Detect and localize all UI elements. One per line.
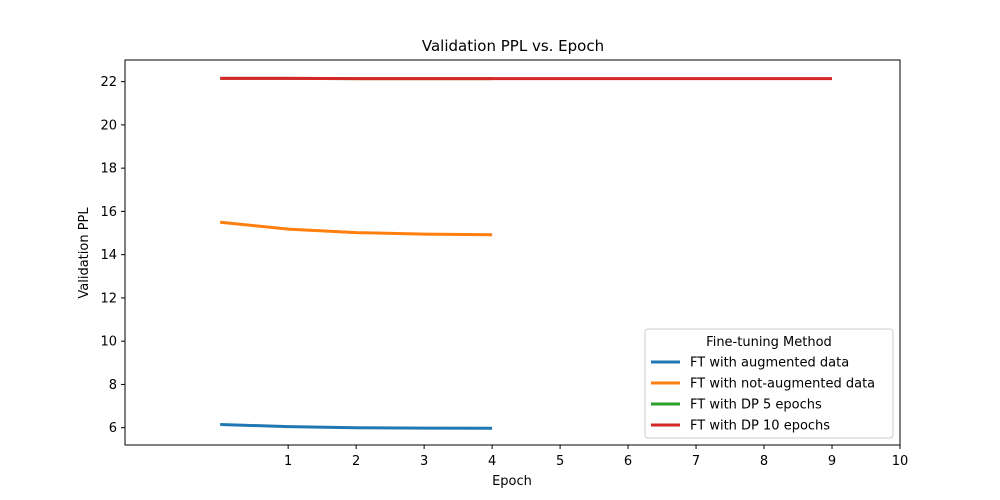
y-tick-label: 18	[100, 162, 117, 177]
legend-label-1: FT with augmented data	[690, 356, 849, 371]
y-tick-label: 12	[100, 291, 117, 306]
y-tick-label: 22	[100, 75, 117, 90]
x-tick-label: 10	[892, 454, 909, 469]
x-tick-label: 7	[692, 454, 700, 469]
series-layer	[220, 76, 832, 430]
x-axis-ticks: 1 2 3 4 5 6 7 8 9 10	[284, 445, 908, 469]
y-tick-label: 8	[109, 378, 117, 393]
x-tick-label: 3	[420, 454, 428, 469]
x-tick-label: 9	[828, 454, 836, 469]
y-tick-label: 6	[109, 421, 117, 436]
y-axis-label: Validation PPL	[77, 207, 92, 299]
y-tick-label: 14	[100, 248, 117, 263]
x-tick-label: 5	[556, 454, 564, 469]
y-tick-label: 16	[100, 205, 117, 220]
legend-label-2: FT with not-augmented data	[690, 377, 875, 392]
legend-title: Fine-tuning Method	[706, 335, 832, 350]
legend-box	[644, 328, 894, 439]
chart-title: Validation PPL vs. Epoch	[422, 37, 604, 55]
legend-label-4: FT with DP 10 epochs	[690, 419, 830, 434]
legend-label-3: FT with DP 5 epochs	[690, 398, 822, 413]
y-tick-label: 10	[100, 335, 117, 350]
x-tick-label: 8	[760, 454, 768, 469]
series-line-2	[220, 220, 493, 237]
x-tick-label: 1	[284, 454, 292, 469]
y-tick-label: 20	[100, 118, 117, 133]
legend: Fine-tuning Method FT with augmented dat…	[644, 328, 894, 439]
plot-area	[124, 59, 901, 446]
series-line-1	[220, 423, 493, 430]
legend-entries: FT with augmented data FT with not-augmen…	[651, 356, 875, 434]
x-tick-label: 4	[488, 454, 496, 469]
x-tick-label: 6	[624, 454, 632, 469]
x-tick-label: 2	[352, 454, 360, 469]
x-axis-label: Epoch	[492, 474, 532, 489]
y-axis-ticks: 6 8 10 12 14 16 18 20 22	[100, 75, 125, 436]
